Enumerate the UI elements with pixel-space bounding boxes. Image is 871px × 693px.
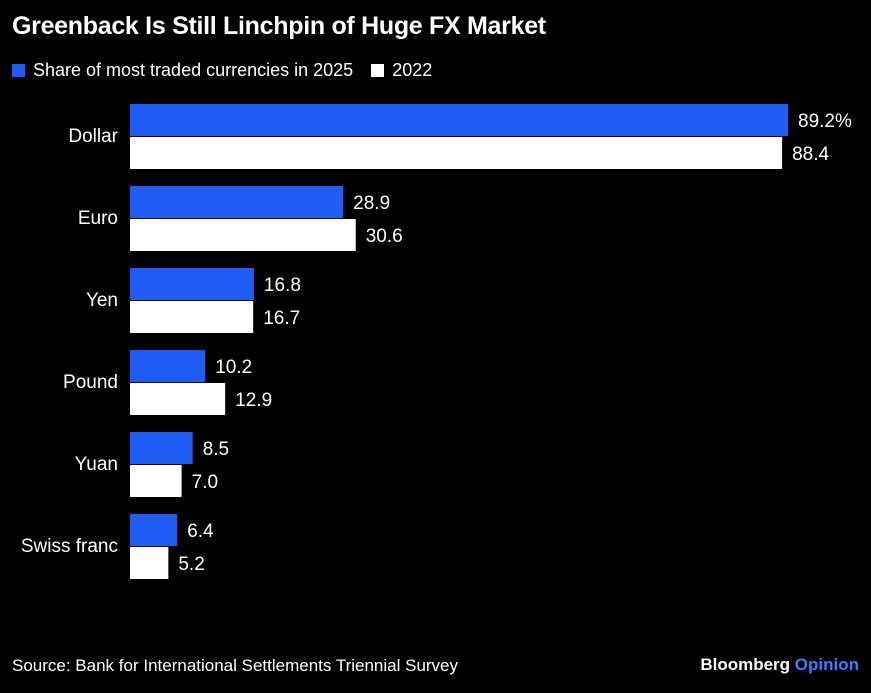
bar-swiss-franc-2022 (130, 547, 169, 579)
value-label-swiss-franc-2025: 6.4 (187, 521, 214, 542)
value-label-yuan-2025: 8.5 (203, 439, 229, 460)
chart-title: Greenback Is Still Linchpin of Huge FX M… (12, 12, 546, 40)
category-label-euro: Euro (78, 208, 118, 229)
legend-swatch-2022 (371, 64, 385, 77)
legend-item-2025: Share of most traded currencies in 2025 (12, 60, 353, 81)
category-label-dollar: Dollar (68, 126, 118, 147)
legend-label-2022: 2022 (392, 60, 433, 80)
category-label-pound: Pound (63, 372, 118, 393)
value-label-dollar-2025: 89.2% (798, 111, 852, 132)
category-label-yen: Yen (86, 290, 118, 311)
brand-main: Bloomberg (700, 655, 791, 674)
bar-yen-2022 (130, 301, 254, 333)
category-label-yuan: Yuan (75, 454, 118, 475)
bloomberg-opinion-logo: Bloomberg Opinion (700, 655, 859, 675)
bar-euro-2025 (130, 186, 344, 218)
value-label-dollar-2022: 88.4 (792, 144, 829, 165)
bar-pound-2025 (130, 350, 206, 382)
bar-yuan-2022 (130, 465, 182, 497)
value-label-yuan-2022: 7.0 (192, 472, 218, 493)
legend-swatch-2025 (12, 64, 25, 77)
category-label-swiss-franc: Swiss franc (21, 536, 118, 557)
bar-dollar-2025 (130, 104, 788, 136)
value-label-euro-2022: 30.6 (366, 226, 403, 247)
value-label-euro-2025: 28.9 (353, 193, 390, 214)
value-label-swiss-franc-2022: 5.2 (178, 554, 204, 575)
bar-yen-2025 (130, 268, 254, 300)
bar-swiss-franc-2025 (130, 514, 178, 546)
brand-accent: Opinion (794, 655, 859, 674)
value-label-yen-2022: 16.7 (263, 308, 300, 329)
value-label-yen-2025: 16.8 (264, 275, 301, 296)
bar-yuan-2025 (130, 432, 193, 464)
bar-dollar-2022 (130, 137, 783, 169)
chart-legend: Share of most traded currencies in 2025 … (12, 60, 450, 81)
legend-item-2022: 2022 (371, 60, 432, 81)
legend-label-2025: Share of most traded currencies in 2025 (33, 60, 354, 80)
value-label-pound-2025: 10.2 (215, 357, 252, 378)
source-note: Source: Bank for International Settlemen… (12, 656, 459, 675)
value-label-pound-2022: 12.9 (235, 390, 272, 411)
bar-pound-2022 (130, 383, 226, 415)
bar-euro-2022 (130, 219, 356, 251)
